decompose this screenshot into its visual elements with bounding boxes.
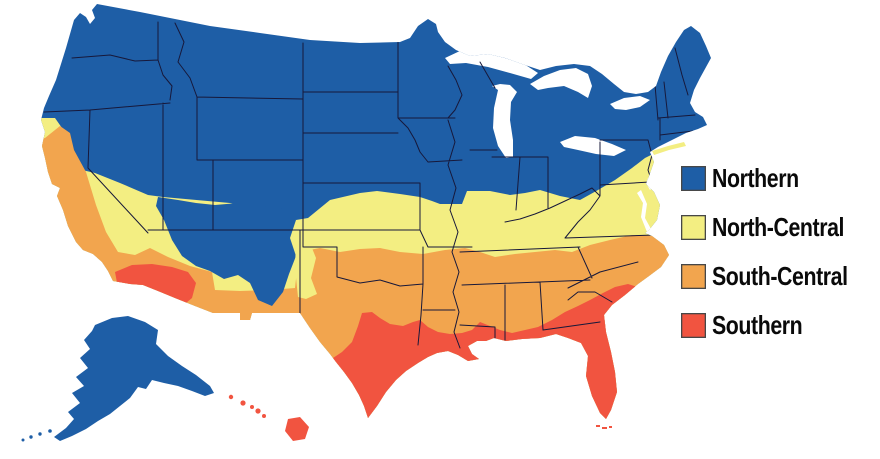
- key-island: [609, 426, 612, 428]
- legend-label-northern: Northern: [712, 163, 799, 193]
- legend-swatch-southern: [681, 313, 706, 338]
- great-lakes: [445, 50, 654, 232]
- legend-item-south-central: South-Central: [681, 261, 877, 291]
- aleutian-island: [38, 432, 42, 436]
- legend-swatch-northern: [681, 166, 706, 191]
- hawaii-big-island: [285, 417, 309, 441]
- zone-southern-arizona: [115, 264, 196, 313]
- florida-keys: [596, 425, 612, 429]
- lake-superior: [445, 50, 538, 79]
- legend-swatch-southern-icon: [681, 313, 706, 338]
- legend-swatch-north-central-icon: [681, 215, 706, 240]
- legend-swatch-south-central: [681, 264, 706, 289]
- legend: Northern North-Central South-Central Sou…: [681, 163, 877, 340]
- legend-label-southern: Southern: [712, 310, 803, 340]
- legend-item-north-central: North-Central: [681, 212, 877, 242]
- aleutian-island: [48, 429, 52, 433]
- hawaii-island: [250, 405, 254, 409]
- legend-swatch-north-central: [681, 215, 706, 240]
- key-island: [596, 425, 600, 427]
- legend-item-southern: Southern: [681, 310, 877, 340]
- aleutian-island: [29, 435, 33, 439]
- key-island: [602, 427, 607, 429]
- hawaii-island: [228, 394, 234, 400]
- legend-swatch-northern-icon: [681, 166, 706, 191]
- hawaii-island: [262, 414, 266, 418]
- hawaii-island: [255, 408, 261, 414]
- state-borders: [43, 21, 696, 349]
- lake-erie: [560, 136, 626, 156]
- legend-label-north-central: North-Central: [712, 212, 845, 242]
- legend-label-south-central: South-Central: [712, 261, 848, 291]
- hawaii-island: [240, 400, 246, 406]
- alaska-mainland: [54, 316, 214, 441]
- chesapeake-bay: [637, 190, 651, 232]
- alaska: [21, 316, 214, 442]
- legend-item-northern: Northern: [681, 163, 877, 193]
- aleutian-island: [21, 438, 25, 442]
- lake-huron: [530, 68, 592, 98]
- lake-ontario: [610, 96, 650, 110]
- lake-michigan: [492, 84, 517, 158]
- zone-northern-rockies-tongue: [156, 197, 296, 306]
- hawaii: [228, 394, 309, 441]
- legend-swatch-south-central-icon: [681, 264, 706, 289]
- long-island: [652, 142, 686, 155]
